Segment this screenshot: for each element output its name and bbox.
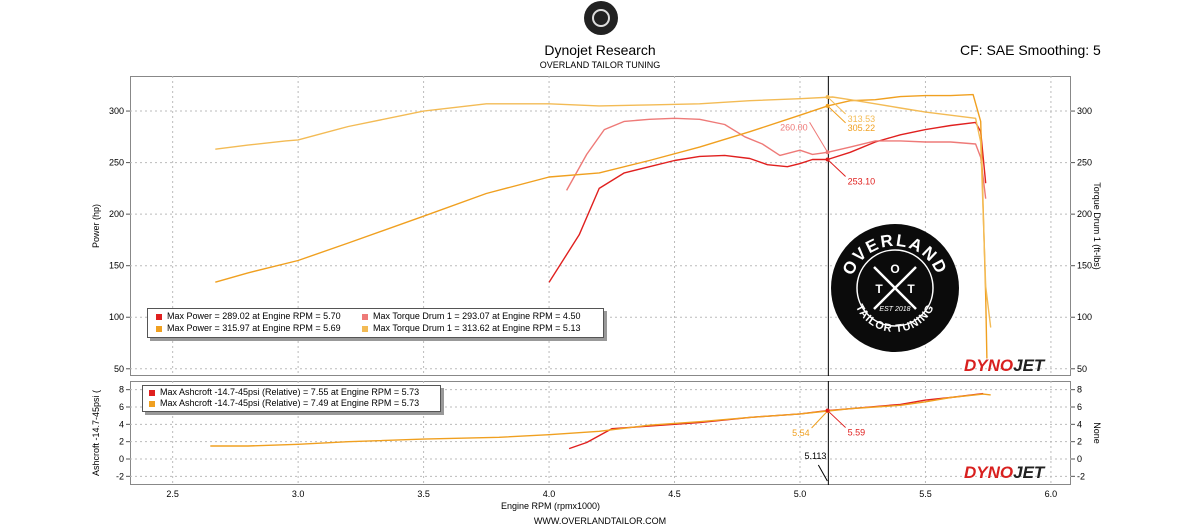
website-url: WWW.OVERLANDTAILOR.COM	[533, 516, 667, 526]
legend-entry-run1-boost[interactable]: Max Ashcroft -14.7-45psi (Relative) = 7.…	[149, 387, 419, 397]
boost-y-tick-label: 2	[119, 437, 124, 447]
power-y-tick-label: 150	[109, 261, 124, 271]
x-tick-label: 3.0	[292, 489, 305, 499]
x-axis-title: Engine RPM (rpmx1000)	[501, 501, 600, 511]
boost-y-tick-label: -2	[116, 471, 124, 481]
power-y2-tick-label: 100	[1077, 312, 1092, 322]
boost-y2-tick-label: 6	[1077, 402, 1082, 412]
dynojet-logo-top: DYNOJET	[964, 356, 1045, 375]
boost-series-line-2	[210, 393, 991, 447]
annotation-marker	[825, 157, 830, 162]
chart-subtitle: OVERLAND TAILOR TUNING	[539, 60, 661, 70]
boost-y2-axis-title: None	[1092, 422, 1102, 444]
boost-y-tick-label: 8	[119, 385, 124, 395]
annotation-marker	[825, 408, 830, 413]
x-tick-label: 4.5	[668, 489, 681, 499]
x-tick-label: 3.5	[417, 489, 430, 499]
annotation-label: 5.54	[792, 428, 810, 438]
boost-y-tick-label: 6	[119, 402, 124, 412]
power-y-tick-label: 100	[109, 312, 124, 322]
annotation-arrow	[811, 410, 828, 429]
power-y-tick-label: 250	[109, 158, 124, 168]
legend-entry-run2-power[interactable]: Max Power = 315.97 at Engine RPM = 5.69	[156, 323, 341, 333]
annotation-label: 253.10	[848, 177, 876, 187]
correction-factor-info: CF: SAE Smoothing: 5	[960, 42, 1101, 58]
legend-text: Max Ashcroft -14.7-45psi (Relative) = 7.…	[160, 398, 420, 408]
x-tick-label: 2.5	[166, 489, 179, 499]
boost-y2-tick-label: -2	[1077, 471, 1085, 481]
boost-y-tick-label: 0	[119, 454, 124, 464]
legend-swatch-icon	[149, 389, 155, 396]
power-torque-legend: Max Power = 289.02 at Engine RPM = 5.70 …	[147, 308, 604, 338]
boost-y2-tick-label: 2	[1077, 437, 1082, 447]
x-tick-label: 5.0	[794, 489, 807, 499]
power-y2-tick-label: 300	[1077, 106, 1092, 116]
power-y-tick-label: 200	[109, 209, 124, 219]
annotation-label: 313.53	[848, 114, 876, 124]
annotation-arrow	[809, 122, 829, 153]
annotation-arrow	[827, 96, 846, 115]
power-y2-axis-title: Torque Drum 1 (ft-lbs)	[1092, 182, 1102, 270]
power-y-tick-label: 300	[109, 106, 124, 116]
cursor-value-label: 5.113	[804, 451, 826, 461]
boost-y-axis-title: Ashcroft -14.7-45psi (	[91, 390, 101, 476]
annotation-label: 260.00	[780, 122, 808, 132]
legend-entry-run2-boost[interactable]: Max Ashcroft -14.7-45psi (Relative) = 7.…	[149, 398, 419, 408]
annotation-label: 5.59	[848, 428, 866, 438]
power-y2-tick-label: 50	[1077, 364, 1087, 374]
legend-text: Max Torque Drum 1 = 293.07 at Engine RPM…	[373, 311, 581, 321]
legend-entry-run2-torque[interactable]: Max Torque Drum 1 = 313.62 at Engine RPM…	[362, 323, 580, 333]
annotation-label: 305.22	[848, 123, 876, 133]
power-series-line-4	[215, 96, 992, 328]
legend-entry-run1-power[interactable]: Max Power = 289.02 at Engine RPM = 5.70	[156, 311, 341, 321]
legend-swatch-icon	[156, 313, 162, 320]
boost-y-tick-label: 4	[119, 419, 124, 429]
boost-y2-tick-label: 4	[1077, 419, 1082, 429]
power-torque-plot-area	[130, 76, 1071, 376]
annotation-marker	[825, 95, 830, 100]
annotation-arrow	[827, 105, 846, 124]
boost-legend: Max Ashcroft -14.7-45psi (Relative) = 7.…	[142, 385, 441, 412]
legend-text: Max Power = 289.02 at Engine RPM = 5.70	[167, 311, 341, 321]
power-series-line-3	[215, 93, 988, 359]
power-series-line-2	[565, 117, 987, 199]
boost-y2-tick-label: 0	[1077, 454, 1082, 464]
legend-text: Max Power = 315.97 at Engine RPM = 5.69	[167, 323, 341, 333]
power-y-axis-title: Power (hp)	[91, 204, 101, 248]
power-y2-tick-label: 200	[1077, 209, 1092, 219]
legend-entry-run1-torque[interactable]: Max Torque Drum 1 = 293.07 at Engine RPM…	[362, 311, 580, 321]
power-y2-tick-label: 250	[1077, 158, 1092, 168]
annotation-marker	[825, 103, 830, 108]
annotation-arrow	[827, 410, 846, 428]
x-tick-label: 4.0	[543, 489, 556, 499]
x-tick-label: 5.5	[919, 489, 932, 499]
legend-swatch-icon	[149, 400, 155, 407]
legend-swatch-icon	[362, 325, 368, 332]
boost-y2-tick-label: 8	[1077, 385, 1082, 395]
legend-text: Max Torque Drum 1 = 313.62 at Engine RPM…	[373, 323, 581, 333]
legend-text: Max Ashcroft -14.7-45psi (Relative) = 7.…	[160, 387, 420, 397]
dynojet-logo-bottom: DYNOJET	[964, 463, 1045, 482]
x-tick-label: 6.0	[1045, 489, 1058, 499]
power-series-line-1	[548, 121, 987, 283]
power-y-tick-label: 50	[114, 364, 124, 374]
overland-tailor-tuning-seal	[831, 224, 959, 352]
dynojet-emblem	[584, 1, 618, 35]
legend-swatch-icon	[362, 313, 368, 320]
power-y2-tick-label: 150	[1077, 261, 1092, 271]
chart-title: Dynojet Research	[544, 42, 656, 58]
annotation-marker	[825, 150, 830, 155]
annotation-arrow	[827, 159, 846, 177]
boost-plot-area	[130, 381, 1071, 485]
legend-swatch-icon	[156, 325, 162, 332]
cursor-value-arrow	[817, 464, 828, 482]
